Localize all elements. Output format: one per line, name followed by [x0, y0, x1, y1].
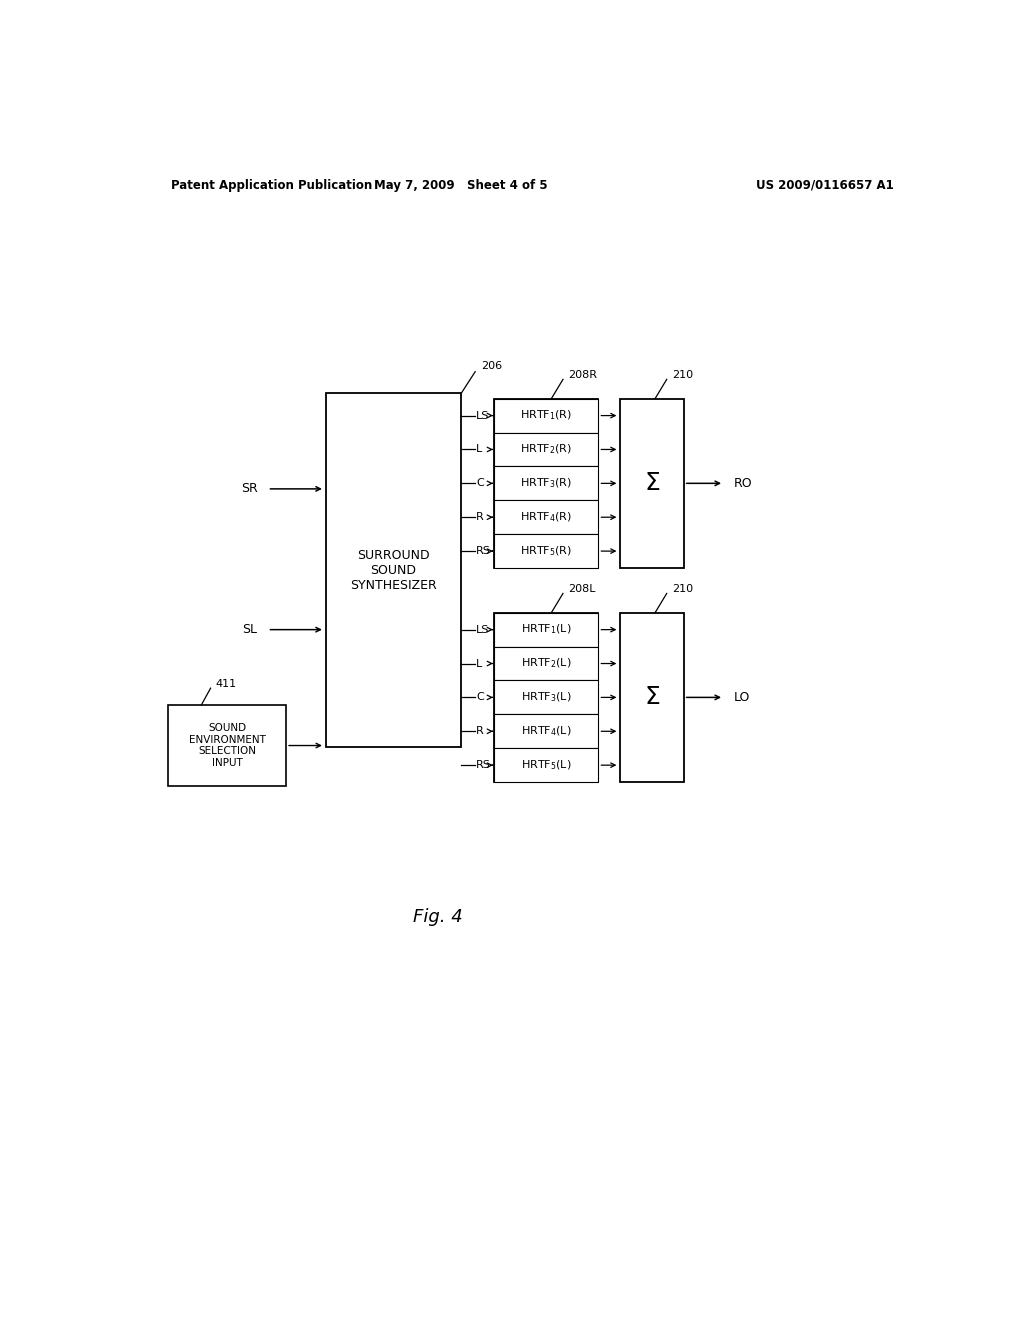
- Text: $\Sigma$: $\Sigma$: [644, 685, 660, 709]
- Text: HRTF$_3$(R): HRTF$_3$(R): [520, 477, 572, 490]
- Text: $\Sigma$: $\Sigma$: [644, 471, 660, 495]
- Text: LS: LS: [476, 624, 489, 635]
- Bar: [494, 612, 598, 781]
- Bar: [494, 612, 598, 647]
- Text: HRTF$_5$(R): HRTF$_5$(R): [520, 544, 572, 558]
- Text: HRTF$_5$(L): HRTF$_5$(L): [521, 759, 571, 772]
- Text: HRTF$_2$(R): HRTF$_2$(R): [520, 442, 572, 457]
- Bar: [326, 393, 461, 747]
- Text: US 2009/0116657 A1: US 2009/0116657 A1: [756, 178, 894, 191]
- Text: SL: SL: [243, 623, 257, 636]
- Bar: [494, 466, 598, 500]
- Text: C: C: [476, 478, 483, 488]
- Bar: [494, 535, 598, 568]
- Bar: [494, 748, 598, 781]
- Text: May 7, 2009   Sheet 4 of 5: May 7, 2009 Sheet 4 of 5: [375, 178, 548, 191]
- Text: 210: 210: [672, 370, 693, 380]
- Bar: [494, 433, 598, 466]
- Bar: [494, 399, 598, 568]
- Text: SURROUND
SOUND
SYNTHESIZER: SURROUND SOUND SYNTHESIZER: [350, 549, 437, 591]
- Text: SR: SR: [241, 482, 257, 495]
- Bar: [494, 500, 598, 535]
- Text: 208R: 208R: [568, 370, 597, 380]
- Text: 206: 206: [480, 362, 502, 371]
- Text: HRTF$_4$(R): HRTF$_4$(R): [520, 511, 572, 524]
- Text: RS: RS: [476, 760, 490, 770]
- Text: C: C: [476, 693, 483, 702]
- Bar: [494, 647, 598, 681]
- Text: R: R: [476, 512, 483, 523]
- Text: 411: 411: [215, 678, 237, 689]
- Text: LS: LS: [476, 411, 489, 421]
- Text: HRTF$_4$(L): HRTF$_4$(L): [521, 725, 571, 738]
- Bar: [494, 714, 598, 748]
- Bar: [494, 399, 598, 433]
- Text: 210: 210: [672, 583, 693, 594]
- Text: Fig. 4: Fig. 4: [413, 908, 463, 925]
- Text: L: L: [476, 659, 482, 668]
- Text: HRTF$_3$(L): HRTF$_3$(L): [521, 690, 571, 704]
- Text: L: L: [476, 445, 482, 454]
- Text: 208L: 208L: [568, 583, 596, 594]
- Text: Patent Application Publication: Patent Application Publication: [171, 178, 372, 191]
- Text: SOUND
ENVIRONMENT
SELECTION
INPUT: SOUND ENVIRONMENT SELECTION INPUT: [188, 723, 265, 768]
- Text: R: R: [476, 726, 483, 737]
- Bar: [494, 681, 598, 714]
- Bar: [168, 705, 286, 785]
- Text: RS: RS: [476, 546, 490, 556]
- Text: LO: LO: [734, 690, 751, 704]
- Text: HRTF$_1$(R): HRTF$_1$(R): [520, 409, 572, 422]
- Text: HRTF$_2$(L): HRTF$_2$(L): [521, 657, 571, 671]
- Bar: [621, 399, 684, 568]
- Text: HRTF$_1$(L): HRTF$_1$(L): [521, 623, 571, 636]
- Text: RO: RO: [734, 477, 753, 490]
- Bar: [621, 612, 684, 781]
